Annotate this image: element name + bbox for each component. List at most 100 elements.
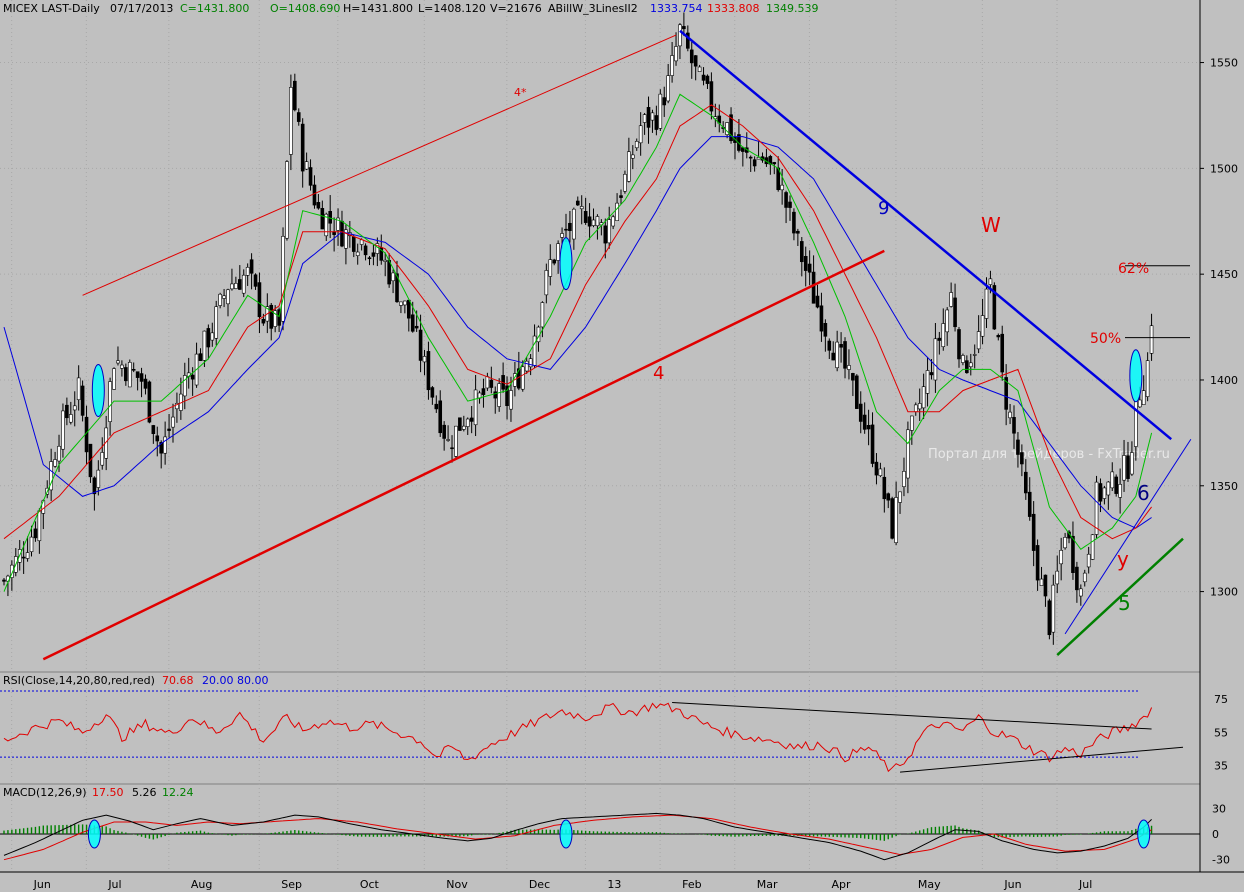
- candle-body: [729, 114, 733, 142]
- candle-body: [139, 373, 144, 382]
- candle-body: [627, 151, 631, 182]
- candle-body: [1059, 550, 1063, 565]
- header-ind-3: 1349.539: [766, 2, 819, 15]
- candle-body: [481, 388, 486, 395]
- candle-body: [1027, 491, 1032, 517]
- x-tick-label: Jul: [1078, 878, 1092, 891]
- rsi-label: RSI(Close,14,20,80,red,red): [3, 674, 155, 687]
- wave-label-w: W: [981, 213, 1001, 237]
- candle-body: [603, 225, 608, 244]
- price-tick-label: 1500: [1210, 162, 1238, 175]
- candle-body: [615, 202, 619, 221]
- candle-body: [289, 87, 293, 155]
- header-close: C=1431.800: [180, 2, 249, 15]
- candle-body: [124, 367, 128, 382]
- candle-body: [1055, 570, 1060, 585]
- candle-body: [784, 192, 788, 208]
- candle-body: [434, 403, 439, 410]
- candle-body: [1024, 471, 1028, 494]
- candle-body: [544, 270, 549, 296]
- candle-body: [458, 417, 462, 431]
- x-tick-label: Mar: [757, 878, 778, 891]
- candle-body: [406, 299, 411, 319]
- candle-body: [489, 379, 494, 388]
- candle-body: [175, 403, 179, 410]
- highlight-ellipse: [87, 819, 101, 849]
- highlight-ellipse: [559, 819, 573, 849]
- candle-body: [410, 314, 415, 332]
- candle-body: [560, 233, 564, 238]
- wave-label-4: 4: [653, 363, 664, 384]
- candle-body: [1047, 600, 1052, 636]
- candle-body: [120, 364, 124, 369]
- candle-body: [1008, 411, 1012, 419]
- candle-body: [379, 247, 384, 261]
- candle-body: [493, 391, 498, 399]
- candle-body: [438, 400, 443, 434]
- candle-body: [658, 93, 663, 129]
- candle-body: [367, 257, 372, 260]
- candle-body: [497, 383, 501, 407]
- candle-body: [823, 323, 828, 337]
- candle-body: [839, 344, 843, 348]
- candle-body: [336, 217, 340, 231]
- candle-body: [131, 368, 136, 371]
- candle-body: [686, 32, 690, 49]
- candle-body: [855, 375, 859, 409]
- rsi-panel: [0, 690, 1184, 773]
- header-volume: V=21676: [490, 2, 542, 15]
- rsi-tick-label: 75: [1214, 693, 1228, 706]
- candle-body: [953, 297, 957, 328]
- candle-body: [163, 436, 167, 454]
- candle-body: [465, 418, 470, 427]
- rsi-trendline-upper: [672, 702, 1152, 730]
- candle-body: [296, 112, 301, 122]
- x-tick-label: Dec: [529, 878, 550, 891]
- candle-body: [910, 415, 914, 431]
- candle-body: [886, 493, 891, 501]
- candle-body: [1043, 574, 1048, 597]
- candle-body: [277, 309, 281, 326]
- candle-body: [485, 376, 490, 389]
- candle-body: [155, 435, 160, 442]
- highlight-ellipse: [1137, 819, 1151, 849]
- x-tick-label: 13: [607, 878, 621, 891]
- header-date: 07/17/2013: [110, 2, 173, 15]
- candle-body: [143, 378, 148, 389]
- candle-body: [222, 295, 226, 299]
- candle-body: [1000, 333, 1005, 373]
- candle-body: [100, 452, 105, 466]
- candle-body: [1145, 360, 1150, 397]
- rsi-tick-label: 35: [1214, 759, 1228, 772]
- candle-body: [689, 49, 694, 64]
- trendline-red: [42, 249, 885, 661]
- candle-body: [933, 338, 938, 381]
- candle-body: [1079, 588, 1083, 597]
- candle-body: [1090, 534, 1095, 560]
- candle-body: [1039, 578, 1044, 586]
- candle-body: [988, 278, 993, 285]
- candle-body: [76, 377, 81, 401]
- candle-body: [725, 122, 729, 135]
- candle-body: [450, 447, 454, 450]
- candle-body: [1020, 452, 1024, 465]
- price-tick-label: 1350: [1210, 480, 1238, 493]
- candle-body: [799, 241, 804, 263]
- rsi-header: RSI(Close,14,20,80,red,red) 70.68 20.00 …: [3, 674, 269, 687]
- candle-body: [92, 477, 97, 495]
- trendline-green: [1056, 537, 1184, 656]
- candle-body: [528, 358, 533, 368]
- candle-body: [281, 235, 285, 322]
- candle-body: [591, 219, 596, 226]
- candle-body: [524, 360, 529, 372]
- macd-hist: 12.24: [162, 786, 194, 799]
- candle-body: [112, 368, 116, 390]
- header-indicator: ABillW_3LinesII2: [548, 2, 638, 15]
- candle-body: [304, 161, 309, 170]
- x-tick-label: Aug: [191, 878, 212, 891]
- candle-body: [462, 425, 466, 430]
- candle-body: [807, 263, 812, 273]
- candle-body: [968, 362, 973, 368]
- candle-body: [564, 228, 568, 231]
- candle-body: [611, 216, 615, 227]
